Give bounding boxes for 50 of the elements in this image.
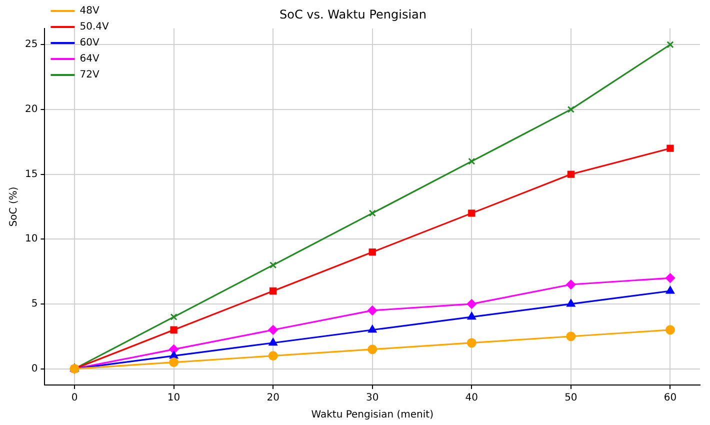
- legend-label: 72V: [80, 70, 100, 81]
- point: [468, 210, 476, 217]
- point: [368, 248, 376, 256]
- x-tick-label: 30: [366, 392, 379, 404]
- point: [270, 261, 277, 269]
- point: [566, 332, 576, 342]
- point: [666, 41, 674, 48]
- point: [169, 358, 179, 368]
- point: [368, 325, 377, 333]
- point: [268, 351, 278, 361]
- x-tick-label: 10: [167, 392, 180, 404]
- legend-label: 48V: [80, 6, 100, 17]
- legend-label: 60V: [80, 38, 100, 49]
- point: [566, 280, 576, 290]
- point: [368, 344, 378, 354]
- chart-title: SoC vs. Waktu Pengisian: [280, 7, 426, 22]
- x-axis-title: Waktu Pengisian (menit): [311, 410, 434, 421]
- x-tick-label: 50: [564, 392, 578, 404]
- point: [566, 299, 576, 307]
- point: [466, 338, 476, 348]
- y-axis-title: SoC (%): [8, 186, 20, 227]
- point: [270, 287, 277, 295]
- y-tick-label: 10: [24, 234, 38, 245]
- x-tick-label: 60: [664, 392, 677, 404]
- x-tick-label: 0: [71, 392, 78, 404]
- legend-label: 64V: [80, 54, 100, 65]
- point: [368, 210, 376, 217]
- legend-label: 50.4V: [80, 22, 109, 33]
- point: [567, 170, 575, 178]
- point: [268, 325, 278, 335]
- point: [170, 326, 178, 334]
- point: [468, 158, 476, 165]
- point: [368, 306, 378, 316]
- point: [170, 313, 178, 320]
- point: [467, 312, 476, 320]
- x-tick-label: 40: [465, 392, 478, 404]
- point: [170, 351, 178, 359]
- point: [665, 273, 675, 283]
- y-tick-label: 20: [24, 104, 38, 116]
- point: [268, 338, 278, 346]
- point: [466, 299, 476, 309]
- point: [567, 106, 575, 114]
- y-tick-label: 25: [24, 39, 38, 50]
- y-tick-label: 5: [31, 298, 38, 310]
- point: [666, 286, 674, 294]
- y-tick-label: 0: [31, 363, 38, 374]
- x-tick-label: 20: [266, 392, 280, 404]
- point: [665, 325, 675, 335]
- point: [666, 144, 674, 152]
- y-tick-label: 15: [24, 168, 38, 180]
